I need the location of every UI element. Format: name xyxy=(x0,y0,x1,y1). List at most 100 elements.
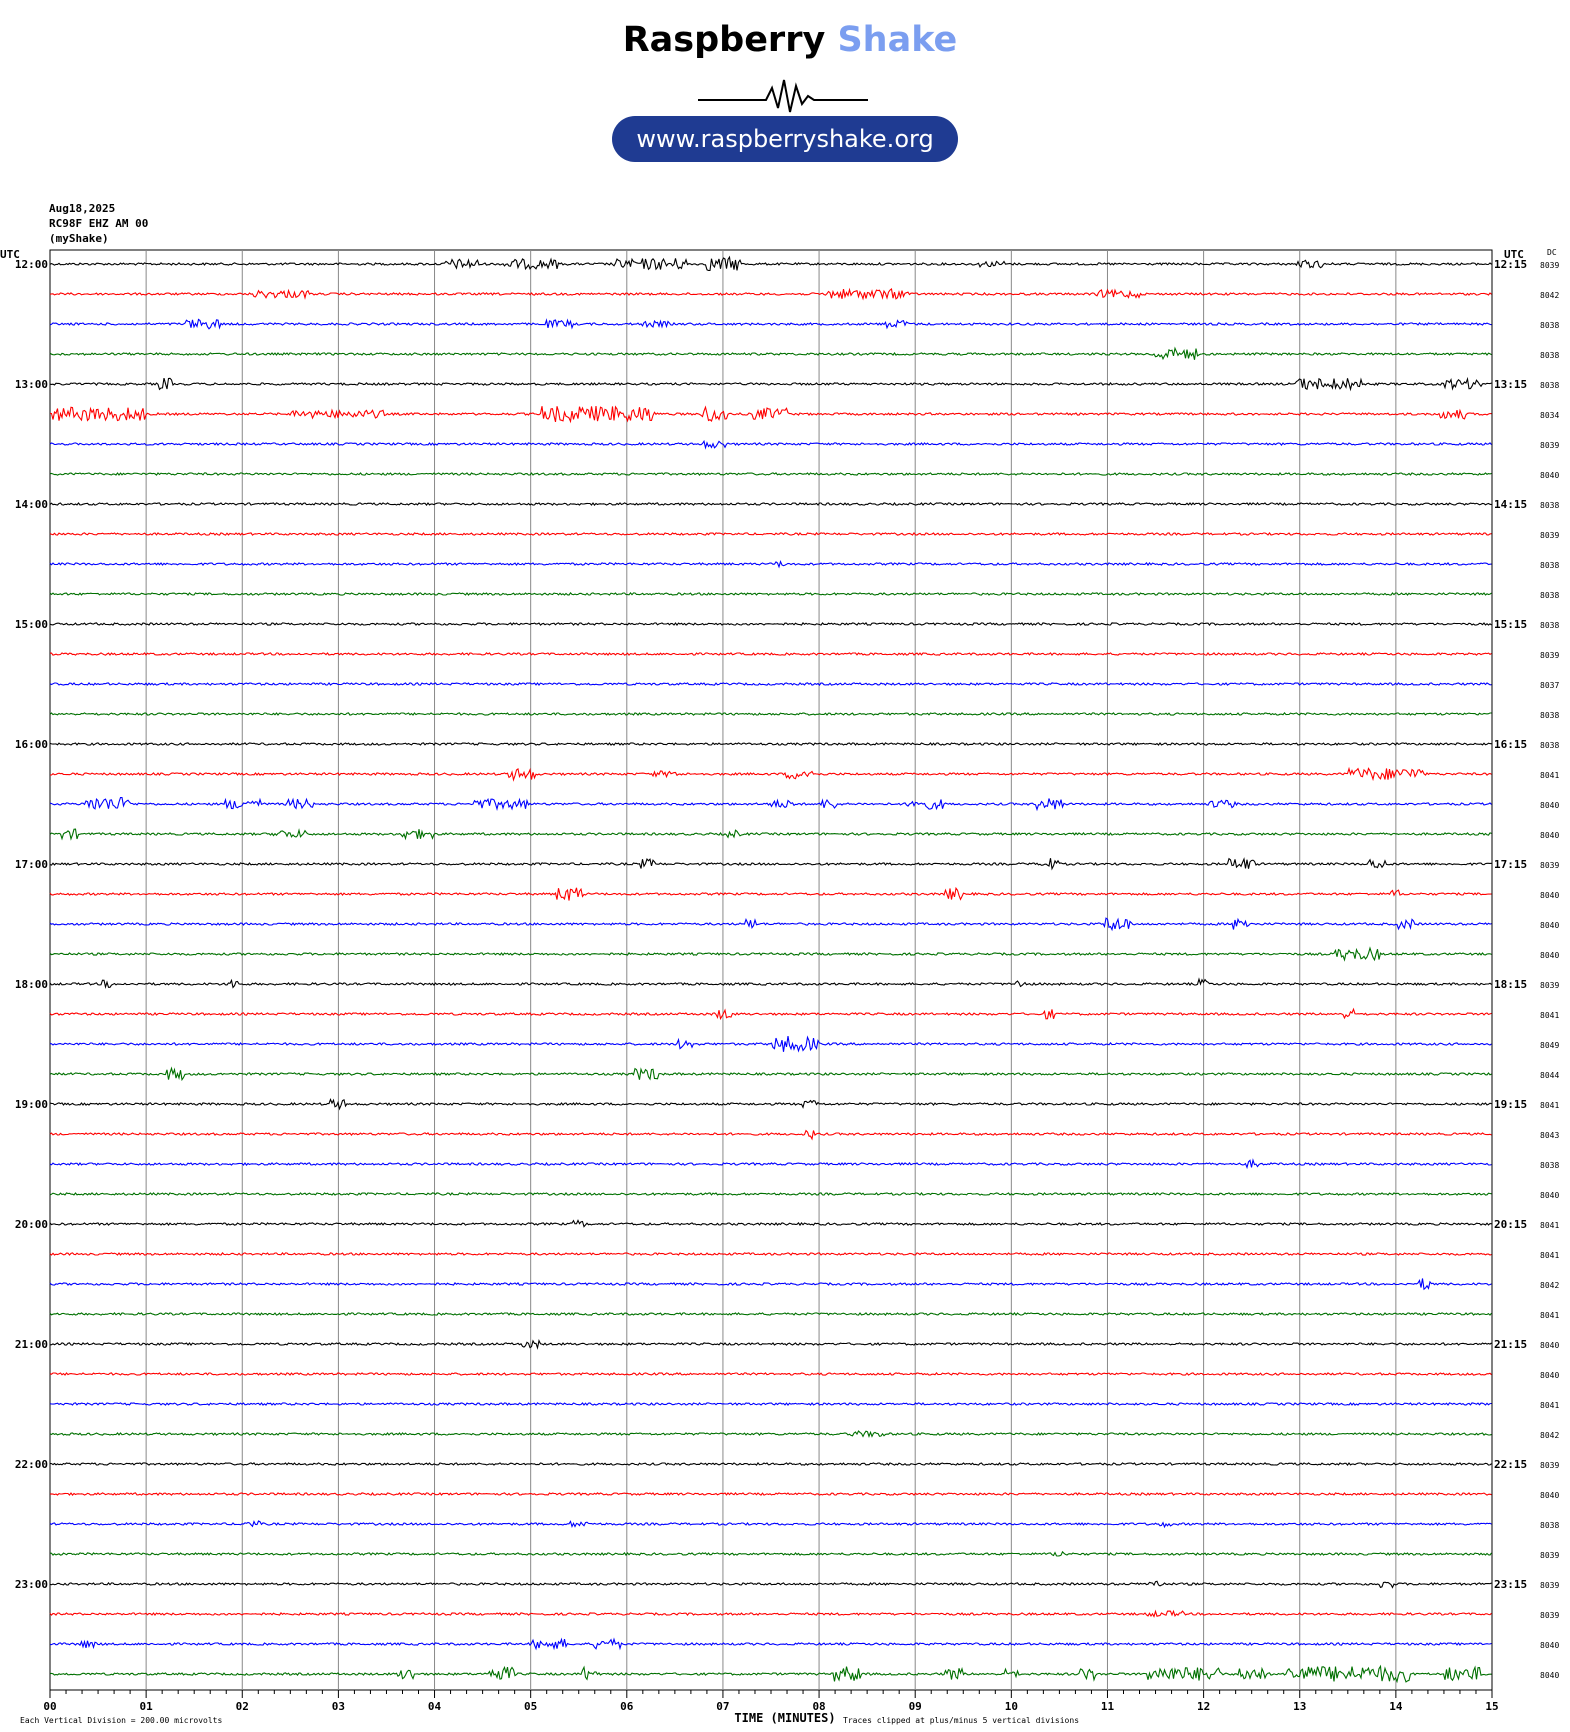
right-hour-label: 15:15 xyxy=(1494,618,1527,631)
network-name: (myShake) xyxy=(49,232,109,245)
dc-value: 8038 xyxy=(1540,501,1559,510)
trace-row-2 xyxy=(49,318,1492,330)
trace-row-35 xyxy=(49,1311,1492,1317)
brand-name: Raspberry Shake xyxy=(600,20,980,60)
left-hour-label: 18:00 xyxy=(15,978,48,991)
record-date: Aug18,2025 xyxy=(49,202,116,215)
dc-value: 8037 xyxy=(1540,681,1559,690)
left-hour-label: 23:00 xyxy=(15,1578,48,1591)
dc-value: 8041 xyxy=(1540,1011,1559,1020)
trace-row-13 xyxy=(49,651,1492,657)
trace-row-15 xyxy=(49,712,1492,716)
trace-row-22 xyxy=(49,917,1492,932)
trace-row-21 xyxy=(49,886,1492,901)
dc-value: 8039 xyxy=(1540,1581,1559,1590)
trace-row-24 xyxy=(49,977,1492,989)
left-hour-label: 19:00 xyxy=(15,1098,48,1111)
dc-value: 8040 xyxy=(1540,1191,1559,1200)
website-url-link[interactable]: www.raspberryshake.org xyxy=(612,116,958,162)
trace-row-43 xyxy=(49,1550,1492,1557)
right-hour-label: 19:15 xyxy=(1494,1098,1527,1111)
trace-row-17 xyxy=(50,766,1492,782)
trace-row-42 xyxy=(49,1520,1492,1529)
trace-row-18 xyxy=(49,796,1492,812)
dc-value: 8040 xyxy=(1540,951,1559,960)
dc-value: 8040 xyxy=(1540,1671,1559,1680)
x-tick-label: 03 xyxy=(332,1700,345,1713)
trace-row-30 xyxy=(49,1158,1492,1170)
dc-value: 8039 xyxy=(1540,981,1559,990)
dc-value: 8039 xyxy=(1540,1551,1559,1560)
left-hour-label: 12:00 xyxy=(15,258,48,271)
dc-value: 8038 xyxy=(1540,561,1559,570)
dc-value: 8039 xyxy=(1540,441,1559,450)
dc-value: 8041 xyxy=(1540,1221,1559,1230)
dc-value: 8038 xyxy=(1540,711,1559,720)
dc-value: 8040 xyxy=(1540,1491,1559,1500)
dc-value: 8039 xyxy=(1540,531,1559,540)
dc-value: 8043 xyxy=(1540,1131,1559,1140)
trace-row-41 xyxy=(49,1492,1492,1496)
trace-row-9 xyxy=(49,531,1492,536)
trace-row-44 xyxy=(49,1580,1492,1589)
trace-row-23 xyxy=(49,946,1492,962)
x-tick-label: 07 xyxy=(716,1700,729,1713)
right-hour-label: 17:15 xyxy=(1494,858,1527,871)
dc-value: 8041 xyxy=(1540,1311,1559,1320)
raspberry-shake-logo: Raspberry Shake www.raspberryshake.org xyxy=(600,18,980,168)
x-tick-label: 04 xyxy=(428,1700,442,1713)
x-tick-label: 08 xyxy=(812,1700,825,1713)
x-tick-label: 13 xyxy=(1293,1700,1306,1713)
trace-row-10 xyxy=(49,559,1492,569)
trace-row-34 xyxy=(49,1278,1492,1291)
dc-value: 8038 xyxy=(1540,591,1559,600)
dc-value: 8040 xyxy=(1540,921,1559,930)
trace-row-0 xyxy=(49,255,1492,272)
trace-row-5 xyxy=(49,405,1492,424)
axis-labels: 00 01 02 03 04 05 06 07 08 09 10 11 12 13 14 15 8039 12:0… xyxy=(0,248,1559,1725)
left-utc-label: UTC xyxy=(0,248,20,261)
x-tick-label: 01 xyxy=(140,1700,154,1713)
x-tick-label: 05 xyxy=(524,1700,537,1713)
right-hour-label: 22:15 xyxy=(1494,1458,1527,1471)
trace-row-32 xyxy=(49,1219,1492,1228)
seismic-traces xyxy=(49,255,1492,1684)
trace-row-36 xyxy=(49,1339,1492,1350)
trace-row-7 xyxy=(49,471,1492,476)
dc-value: 8039 xyxy=(1540,651,1559,660)
dc-value: 8040 xyxy=(1540,1641,1559,1650)
dc-value: 8038 xyxy=(1540,351,1559,360)
trace-row-12 xyxy=(49,622,1492,627)
x-tick-label: 12 xyxy=(1197,1700,1210,1713)
trace-row-38 xyxy=(49,1402,1492,1407)
right-hour-label: 23:15 xyxy=(1494,1578,1527,1591)
left-hour-label: 14:00 xyxy=(15,498,48,511)
trace-row-29 xyxy=(49,1129,1492,1141)
x-tick-label: 06 xyxy=(620,1700,634,1713)
dc-value: 8049 xyxy=(1540,1041,1559,1050)
clipping-note: Traces clipped at plus/minus 5 vertical … xyxy=(843,1716,1079,1725)
dc-value: 8039 xyxy=(1540,1611,1559,1620)
trace-row-11 xyxy=(49,592,1492,596)
dc-value: 8040 xyxy=(1540,1341,1559,1350)
trace-row-27 xyxy=(49,1066,1492,1082)
right-hour-label: 16:15 xyxy=(1494,738,1527,751)
right-hour-label: 20:15 xyxy=(1494,1218,1527,1231)
right-hour-label: 21:15 xyxy=(1494,1338,1527,1351)
dc-value: 8040 xyxy=(1540,831,1559,840)
x-tick-label: 11 xyxy=(1101,1700,1115,1713)
x-axis-title: TIME (MINUTES) xyxy=(734,1711,835,1725)
dc-value: 8044 xyxy=(1540,1071,1559,1080)
right-utc-label: UTC xyxy=(1504,248,1524,261)
dc-value: 8034 xyxy=(1540,411,1559,420)
trace-row-46 xyxy=(50,1637,1492,1651)
left-hour-label: 20:00 xyxy=(15,1218,48,1231)
trace-row-47 xyxy=(49,1664,1492,1684)
left-hour-label: 17:00 xyxy=(15,858,48,871)
dc-header: DC xyxy=(1547,248,1557,257)
dc-value: 8042 xyxy=(1540,1431,1559,1440)
trace-row-16 xyxy=(49,742,1492,747)
right-hour-label: 13:15 xyxy=(1494,378,1527,391)
dc-value: 8038 xyxy=(1540,321,1559,330)
